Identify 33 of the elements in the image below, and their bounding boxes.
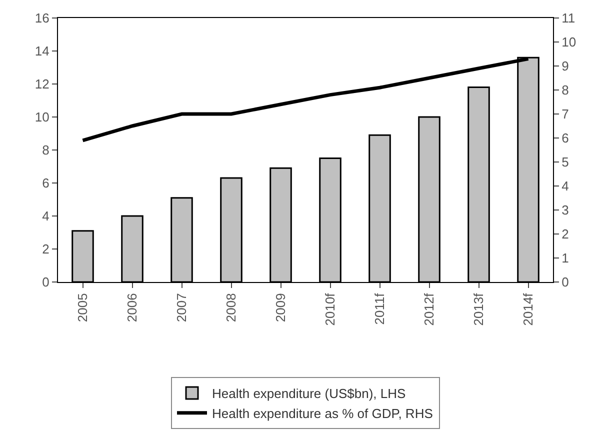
y2-tick-label: 4 [562, 178, 569, 194]
y2-tick-label: 6 [562, 130, 569, 146]
x-tick-label: 2010f [322, 292, 338, 326]
y2-tick-label: 11 [562, 10, 576, 26]
legend-label: Health expenditure as % of GDP, RHS [212, 406, 434, 421]
y2-tick-label: 10 [562, 34, 576, 50]
y-tick-label: 12 [34, 76, 50, 92]
x-tick-label: 2011f [372, 292, 387, 325]
y-tick-label: 8 [42, 142, 50, 158]
y2-tick-label: 2 [562, 226, 569, 242]
y-tick-label: 4 [42, 208, 50, 224]
y-tick-label: 10 [34, 110, 50, 125]
y2-tick-label: 7 [562, 106, 569, 122]
y-tick-label: 2 [42, 242, 50, 257]
y2-tick-label: 3 [562, 202, 569, 218]
x-tick-label: 2013f [470, 292, 486, 326]
y-tick-label: 14 [34, 44, 50, 59]
y2-tick-label: 5 [562, 154, 569, 170]
x-tick-label: 2005 [74, 293, 90, 322]
y2-tick-label: 9 [562, 58, 569, 74]
legend-label: Health expenditure (US$bn), LHS [212, 386, 406, 402]
y2-tick-label: 8 [562, 82, 569, 98]
y2-tick-label: 0 [562, 274, 569, 290]
x-tick-label: 2009 [272, 293, 288, 322]
y-tick-label: 6 [42, 176, 50, 191]
y-tick-label: 16 [34, 10, 50, 26]
y2-tick-label: 1 [562, 250, 569, 266]
x-tick-label: 2006 [124, 293, 140, 322]
x-tick-label: 2012f [421, 292, 436, 326]
x-tick-label: 2007 [174, 293, 189, 322]
x-tick-label: 2008 [223, 293, 238, 322]
x-tick-label: 2014f [520, 292, 536, 326]
y-tick-label: 0 [42, 274, 50, 290]
